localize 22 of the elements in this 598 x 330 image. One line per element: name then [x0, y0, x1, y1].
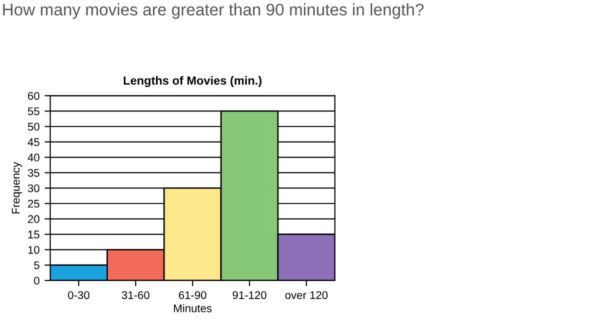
y-tick-label: 20: [28, 215, 40, 224]
x-tick-label: 31-60: [122, 291, 150, 300]
x-tick-label: 91-120: [232, 291, 266, 300]
y-tick-label: 45: [28, 138, 40, 146]
y-tick-label: 50: [28, 122, 40, 131]
y-tick-label: 10: [28, 246, 40, 254]
y-tick-label: 40: [28, 154, 40, 162]
chart-title: Lengths of Movies (min.): [124, 76, 262, 88]
y-tick-label: 60: [28, 92, 40, 100]
x-axis-title: Minutes: [174, 304, 212, 312]
text: How many movies are greater than 90 minutes in length?: [3, 3, 424, 19]
y-tick-label: 15: [28, 230, 40, 238]
y-tick-label: 35: [28, 168, 40, 177]
y-tick-label: 55: [28, 107, 40, 116]
x-tick-label: over 120: [285, 291, 328, 300]
y-tick-label: 30: [28, 184, 40, 192]
y-axis-title: Frequency: [12, 162, 22, 214]
y-tick-label: 0: [34, 276, 40, 285]
x-tick-label: 61-90: [178, 291, 206, 300]
x-tick-label: 0-30: [68, 291, 90, 300]
y-tick-label: 25: [28, 200, 40, 208]
y-tick-label: 5: [34, 261, 40, 270]
